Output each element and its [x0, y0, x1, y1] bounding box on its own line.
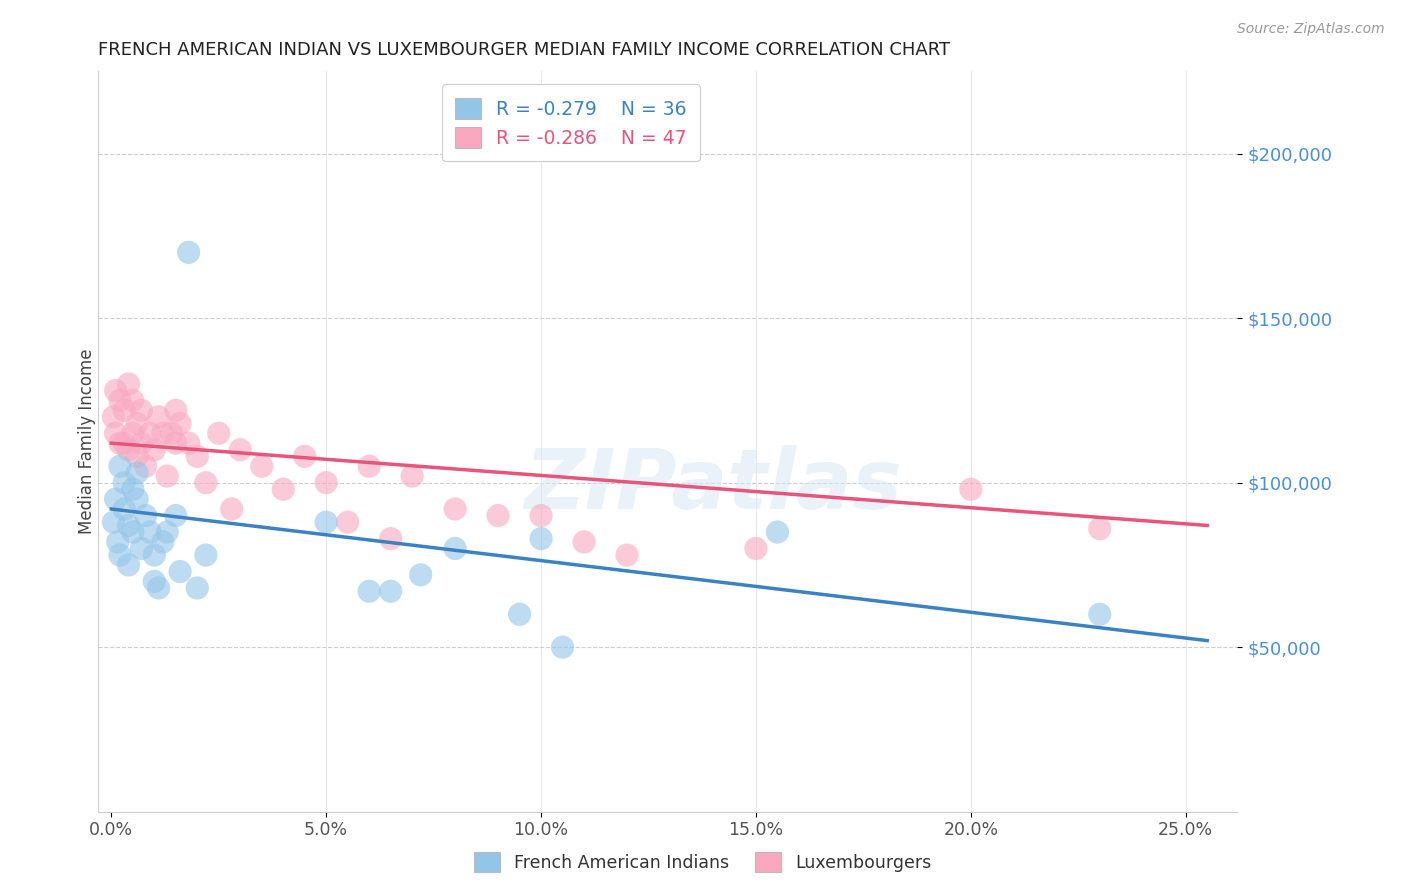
- Point: [156, 524, 179, 539]
- Point: [169, 417, 191, 431]
- Point: [131, 541, 153, 556]
- Point: [103, 409, 125, 424]
- Text: FRENCH AMERICAN INDIAN VS LUXEMBOURGER MEDIAN FAMILY INCOME CORRELATION CHART: FRENCH AMERICAN INDIAN VS LUXEMBOURGER M…: [98, 41, 950, 59]
- Point: [745, 541, 768, 556]
- Point: [160, 426, 183, 441]
- Point: [186, 450, 208, 464]
- Point: [104, 384, 127, 398]
- Legend: R = -0.279    N = 36, R = -0.286    N = 47: R = -0.279 N = 36, R = -0.286 N = 47: [441, 85, 700, 161]
- Point: [294, 450, 316, 464]
- Point: [409, 567, 432, 582]
- Point: [127, 466, 149, 480]
- Point: [250, 459, 273, 474]
- Point: [530, 532, 553, 546]
- Point: [104, 426, 127, 441]
- Point: [486, 508, 509, 523]
- Point: [108, 548, 131, 562]
- Point: [616, 548, 638, 562]
- Point: [117, 558, 139, 572]
- Point: [131, 436, 153, 450]
- Point: [177, 245, 200, 260]
- Point: [127, 492, 149, 507]
- Point: [108, 393, 131, 408]
- Point: [108, 459, 131, 474]
- Point: [143, 442, 166, 457]
- Text: ZIPatlas: ZIPatlas: [524, 445, 903, 526]
- Point: [194, 475, 217, 490]
- Point: [117, 518, 139, 533]
- Point: [148, 581, 170, 595]
- Point: [148, 409, 170, 424]
- Point: [103, 515, 125, 529]
- Point: [127, 417, 149, 431]
- Point: [165, 436, 187, 450]
- Point: [108, 436, 131, 450]
- Point: [572, 535, 595, 549]
- Point: [194, 548, 217, 562]
- Legend: French American Indians, Luxembourgers: French American Indians, Luxembourgers: [467, 845, 939, 879]
- Point: [121, 426, 143, 441]
- Point: [766, 524, 789, 539]
- Point: [380, 532, 402, 546]
- Point: [107, 535, 129, 549]
- Point: [444, 502, 467, 516]
- Point: [177, 436, 200, 450]
- Point: [186, 581, 208, 595]
- Point: [112, 502, 135, 516]
- Point: [135, 508, 157, 523]
- Point: [169, 565, 191, 579]
- Point: [359, 459, 381, 474]
- Point: [165, 508, 187, 523]
- Text: Source: ZipAtlas.com: Source: ZipAtlas.com: [1237, 22, 1385, 37]
- Point: [143, 574, 166, 589]
- Point: [380, 584, 402, 599]
- Point: [135, 459, 157, 474]
- Point: [530, 508, 553, 523]
- Y-axis label: Median Family Income: Median Family Income: [79, 349, 96, 534]
- Point: [551, 640, 574, 655]
- Point: [315, 475, 337, 490]
- Point: [401, 469, 423, 483]
- Point: [1088, 607, 1111, 622]
- Point: [143, 548, 166, 562]
- Point: [127, 450, 149, 464]
- Point: [112, 436, 135, 450]
- Point: [121, 393, 143, 408]
- Point: [271, 482, 294, 496]
- Point: [112, 403, 135, 417]
- Point: [208, 426, 231, 441]
- Point: [165, 403, 187, 417]
- Point: [509, 607, 531, 622]
- Point: [315, 515, 337, 529]
- Point: [131, 403, 153, 417]
- Point: [117, 442, 139, 457]
- Point: [121, 482, 143, 496]
- Point: [152, 426, 174, 441]
- Point: [444, 541, 467, 556]
- Point: [121, 524, 143, 539]
- Point: [229, 442, 252, 457]
- Point: [152, 535, 174, 549]
- Point: [959, 482, 981, 496]
- Point: [359, 584, 381, 599]
- Point: [139, 524, 162, 539]
- Point: [117, 376, 139, 391]
- Point: [1088, 522, 1111, 536]
- Point: [112, 475, 135, 490]
- Point: [156, 469, 179, 483]
- Point: [139, 426, 162, 441]
- Point: [336, 515, 359, 529]
- Point: [221, 502, 243, 516]
- Point: [104, 492, 127, 507]
